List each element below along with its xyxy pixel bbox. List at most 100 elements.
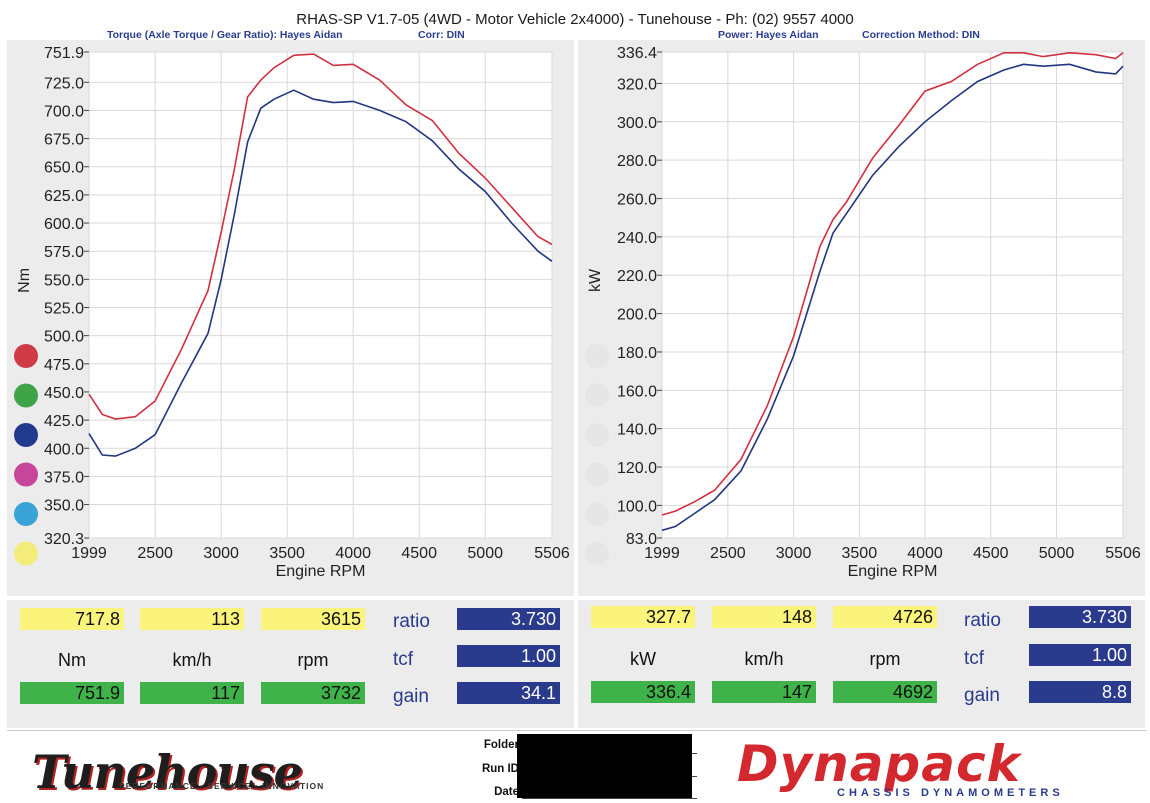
torque-y-tick-label: 450.0	[44, 385, 84, 402]
power-legend-swatch[interactable]	[585, 423, 609, 447]
torque-x-tick-label: 4500	[401, 545, 437, 562]
power-y-tick-label: 300.0	[617, 115, 657, 132]
torque-x-tick-label: 4000	[335, 545, 371, 562]
left-readout-panel: 717.8 113 3615 Nm km/h rpm 751.9 117 373…	[7, 600, 574, 728]
torque-y-tick-label: 625.0	[44, 188, 84, 205]
power-y-tick-label: 220.0	[617, 268, 657, 285]
torque-plot-area	[89, 52, 552, 538]
torque-y-tick-label: 575.0	[44, 244, 84, 261]
dynapack-tagline: CHASSIS DYNAMOMETERS	[837, 787, 1064, 799]
cursor-rpm-value: 4726	[833, 606, 937, 628]
torque-x-tick-label: 5000	[467, 545, 503, 562]
power-legend-swatch[interactable]	[585, 502, 609, 526]
torque-series-line-1	[88, 53, 553, 420]
right-readout-panel: 327.7 148 4726 kW km/h rpm 336.4 147 469…	[578, 600, 1145, 728]
cursor-rpm-value: 3615	[261, 608, 365, 630]
date-label: Date	[494, 786, 519, 798]
unit-label-power: kW	[630, 649, 656, 669]
power-legend-swatch[interactable]	[585, 383, 609, 408]
torque-y-tick-label: 350.0	[44, 498, 84, 515]
tcf-label: tcf	[964, 648, 985, 669]
folder-label: Folder	[483, 739, 519, 751]
power-x-tick-label: 4000	[907, 545, 943, 562]
power-x-tick-label: 2500	[710, 545, 746, 562]
ratio-value: 3.730	[1029, 606, 1131, 628]
right-chart-correction: Correction Method: DIN	[862, 29, 980, 41]
left-chart-correction: Corr: DIN	[418, 29, 465, 41]
ratio-label: ratio	[393, 611, 430, 632]
cursor-torque-value: 717.8	[20, 608, 124, 630]
gain-value: 34.1	[457, 682, 560, 704]
power-chart: 1999 2500 3000 3500 4000 4500 5000 5506 83.0 100.…	[585, 45, 1141, 580]
torque-y-tick-label: 700.0	[44, 103, 84, 120]
power-y-tick-label: 180.0	[617, 345, 657, 362]
power-legend-swatch[interactable]	[585, 462, 609, 487]
tunehouse-logo: Tunehouse	[32, 745, 303, 799]
torque-y-tick-label: 500.0	[44, 329, 84, 346]
torque-x-tick-label: 1999	[71, 545, 107, 562]
ratio-label: ratio	[964, 610, 1001, 631]
torque-y-tick-label: 600.0	[44, 216, 84, 233]
tcf-value: 1.00	[457, 645, 560, 667]
torque-y-tick-label: 375.0	[44, 469, 84, 486]
power-y-axis-label: kW	[587, 268, 604, 292]
power-x-tick-label: 5506	[1105, 545, 1141, 562]
unit-label-speed: km/h	[172, 650, 212, 670]
peak-rpm-value: 3732	[261, 682, 365, 704]
cursor-speed-value: 148	[712, 606, 816, 628]
peak-rpm-value: 4692	[833, 681, 937, 703]
power-x-tick-label: 3500	[842, 545, 878, 562]
torque-y-tick-label: 425.0	[44, 413, 84, 430]
torque-y-tick-label: 475.0	[44, 357, 84, 374]
report-title: RHAS-SP V1.7-05 (4WD - Motor Vehicle 2x4…	[296, 11, 854, 28]
cursor-speed-value: 113	[140, 608, 244, 630]
power-x-axis-label: Engine RPM	[848, 563, 938, 580]
power-y-tick-label: 100.0	[617, 498, 657, 515]
torque-y-tick-label: 320.3	[44, 531, 84, 548]
tunehouse-tagline: PERFORMANCE • SERVICE • INNOVATION	[119, 781, 325, 791]
torque-y-tick-label: 650.0	[44, 160, 84, 177]
torque-x-tick-label: 3500	[269, 545, 305, 562]
torque-legend-swatch[interactable]	[14, 541, 38, 566]
power-legend-swatch[interactable]	[585, 541, 609, 566]
unit-label-torque: Nm	[58, 650, 86, 670]
gain-value: 8.8	[1029, 681, 1131, 703]
torque-y-tick-label: 725.0	[44, 75, 84, 92]
dynapack-logo: Dynapack	[737, 735, 1021, 793]
peak-torque-value: 751.9	[20, 682, 124, 704]
power-series-line-1	[661, 51, 1124, 516]
power-y-tick-label: 260.0	[617, 192, 657, 209]
tcf-value: 1.00	[1029, 644, 1131, 666]
torque-legend-swatch[interactable]	[14, 423, 38, 447]
power-legend-swatch[interactable]	[585, 344, 609, 368]
torque-x-tick-label: 5506	[534, 545, 570, 562]
torque-y-tick-label: 400.0	[44, 441, 84, 458]
power-y-tick-label: 83.0	[626, 531, 657, 548]
power-y-tick-label: 120.0	[617, 460, 657, 477]
power-x-tick-label: 3000	[776, 545, 812, 562]
torque-y-tick-label: 751.9	[44, 45, 84, 62]
torque-legend-swatch[interactable]	[14, 502, 38, 526]
unit-label-rpm: rpm	[869, 649, 901, 669]
torque-legend-swatch[interactable]	[14, 344, 38, 368]
footer: Tunehouse PERFORMANCE • SERVICE • INNOVA…	[7, 730, 1147, 801]
torque-y-tick-label: 675.0	[44, 132, 84, 149]
torque-x-tick-label: 3000	[203, 545, 239, 562]
right-chart-panel: 1999 2500 3000 3500 4000 4500 5000 5506 83.0 100.…	[578, 40, 1145, 596]
left-chart-subtitle: Torque (Axle Torque / Gear Ratio): Hayes…	[107, 29, 343, 41]
torque-series-line-2	[88, 89, 553, 457]
power-y-tick-label: 240.0	[617, 230, 657, 247]
torque-legend-swatch[interactable]	[14, 383, 38, 408]
power-y-tick-label: 200.0	[617, 307, 657, 324]
right-chart-subtitle: Power: Hayes Aidan	[718, 29, 819, 41]
peak-speed-value: 117	[140, 682, 244, 704]
torque-x-axis-label: Engine RPM	[276, 563, 366, 580]
ratio-value: 3.730	[457, 608, 560, 630]
torque-y-tick-label: 550.0	[44, 272, 84, 289]
left-chart-panel: 1999 2500 3000 3500 4000 4500 5000 5506 320.3 350…	[7, 40, 574, 596]
gain-label: gain	[393, 686, 429, 707]
torque-legend-swatch[interactable]	[14, 462, 38, 487]
power-y-tick-label: 160.0	[617, 383, 657, 400]
tcf-label: tcf	[393, 649, 414, 670]
run-id-label: Run ID	[481, 763, 519, 775]
